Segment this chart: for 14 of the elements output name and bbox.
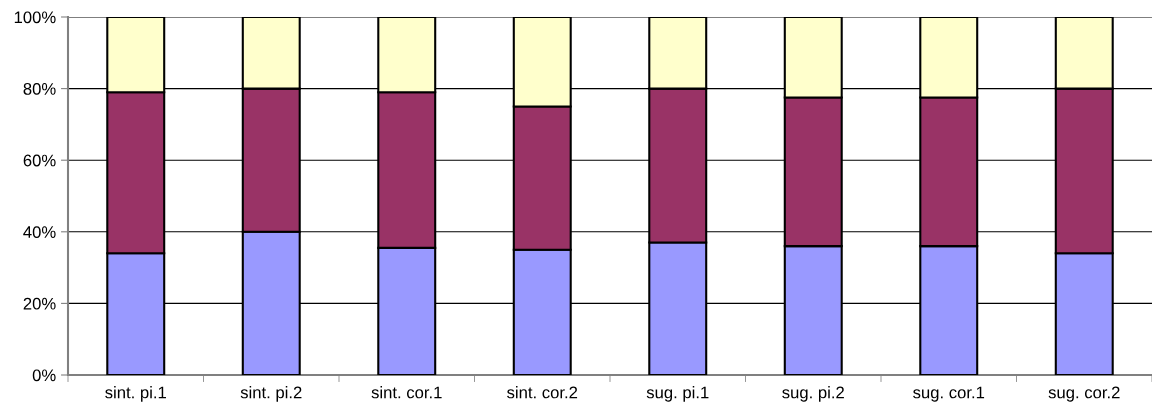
y-tick-label: 40% (23, 226, 56, 238)
y-tick-label: 20% (23, 297, 56, 310)
x-tick-label: sug. cor.1 (913, 386, 985, 402)
y-tick-label: 60% (23, 154, 56, 167)
y-tick-label: 80% (23, 83, 56, 95)
x-tick-label: sint. pi.2 (240, 386, 302, 402)
x-tick-label: sint. cor.1 (371, 386, 442, 399)
y-tick-label: 0% (32, 369, 56, 382)
y-tick-label: 100% (14, 11, 56, 24)
x-tick-label: sint. pi.1 (105, 386, 166, 402)
x-tick-label: sug. pi.1 (646, 386, 709, 402)
x-tick-label: sint. cor.2 (507, 386, 578, 399)
x-tick-label: sug. pi.2 (782, 386, 844, 402)
x-tick-label: sug. cor.2 (1048, 386, 1120, 402)
